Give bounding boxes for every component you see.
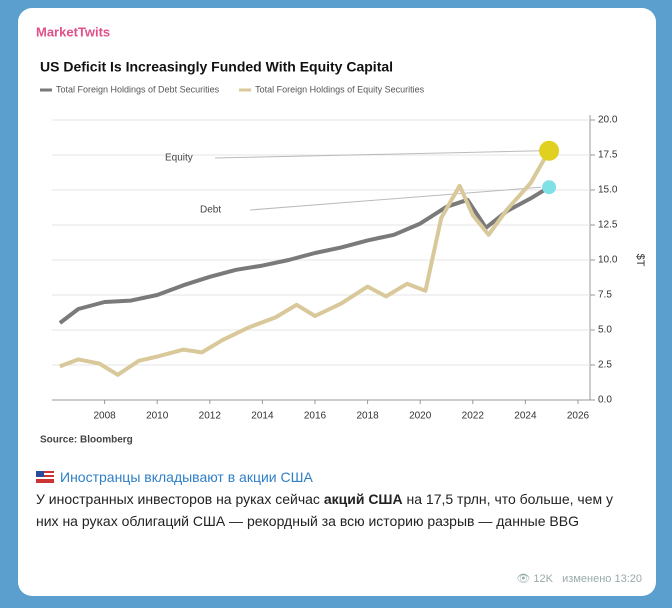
y-tick-label: 7.5 (598, 290, 612, 301)
post: Иностранцы вкладывают в акции США У инос… (36, 466, 636, 532)
y-tick-label: 10.0 (598, 255, 618, 266)
body-bold: акций США (323, 491, 403, 507)
time: изменено 13:20 (562, 573, 642, 585)
x-tick-label: 2026 (567, 411, 590, 422)
y-tick-label: 5.0 (598, 325, 612, 336)
data-line (58, 185, 551, 325)
y-tick-label: 15.0 (598, 185, 618, 196)
flag-icon (36, 471, 54, 483)
x-tick-label: 2022 (462, 411, 485, 422)
post-body: У иностранных инвесторов на руках сейчас… (36, 488, 636, 532)
x-tick-label: 2024 (514, 411, 537, 422)
data-line (59, 149, 551, 377)
x-tick-label: 2012 (199, 411, 222, 422)
annotation-line (249, 186, 542, 211)
x-tick-label: 2010 (146, 411, 169, 422)
y-tick-label: 20.0 (598, 115, 618, 126)
channel-name[interactable]: MarketTwits (36, 24, 110, 39)
legend-label: Total Foreign Holdings of Debt Securitie… (56, 84, 220, 94)
x-tick-label: 2016 (304, 411, 327, 422)
x-tick-label: 2008 (93, 411, 116, 422)
x-tick-label: 2018 (356, 411, 379, 422)
chart-title: US Deficit Is Increasingly Funded With E… (40, 59, 393, 75)
annotation: Debt (200, 205, 221, 216)
y-tick-label: 2.5 (598, 360, 612, 371)
legend-label: Total Foreign Holdings of Equity Securit… (255, 84, 425, 94)
post-link[interactable]: Иностранцы вкладывают в акции США (36, 466, 636, 488)
x-tick-label: 2014 (251, 411, 274, 422)
annotation-line (214, 150, 542, 159)
y-tick-label: 0.0 (598, 395, 612, 406)
body-text: У иностранных инвесторов на руках сейчас (36, 491, 324, 507)
source: Source: Bloomberg (40, 435, 133, 446)
y-tick-label: 12.5 (598, 220, 618, 231)
end-dot (542, 180, 557, 195)
y-axis-label: $T (634, 254, 646, 267)
views: 12K (533, 573, 553, 585)
body-text: на 17,5 трлн, что больше, чем у них на р… (36, 491, 614, 529)
annotation: Equity (165, 153, 193, 164)
x-tick-label: 2020 (409, 411, 432, 422)
chart: MarketTwits US Deficit Is Increasingly F… (36, 24, 646, 446)
end-dot (539, 140, 560, 161)
link-text[interactable]: Иностранцы вкладывают в акции США (60, 469, 313, 485)
y-tick-label: 17.5 (598, 150, 618, 161)
post-footer: 👁 12K изменено 13:20 (516, 573, 642, 585)
